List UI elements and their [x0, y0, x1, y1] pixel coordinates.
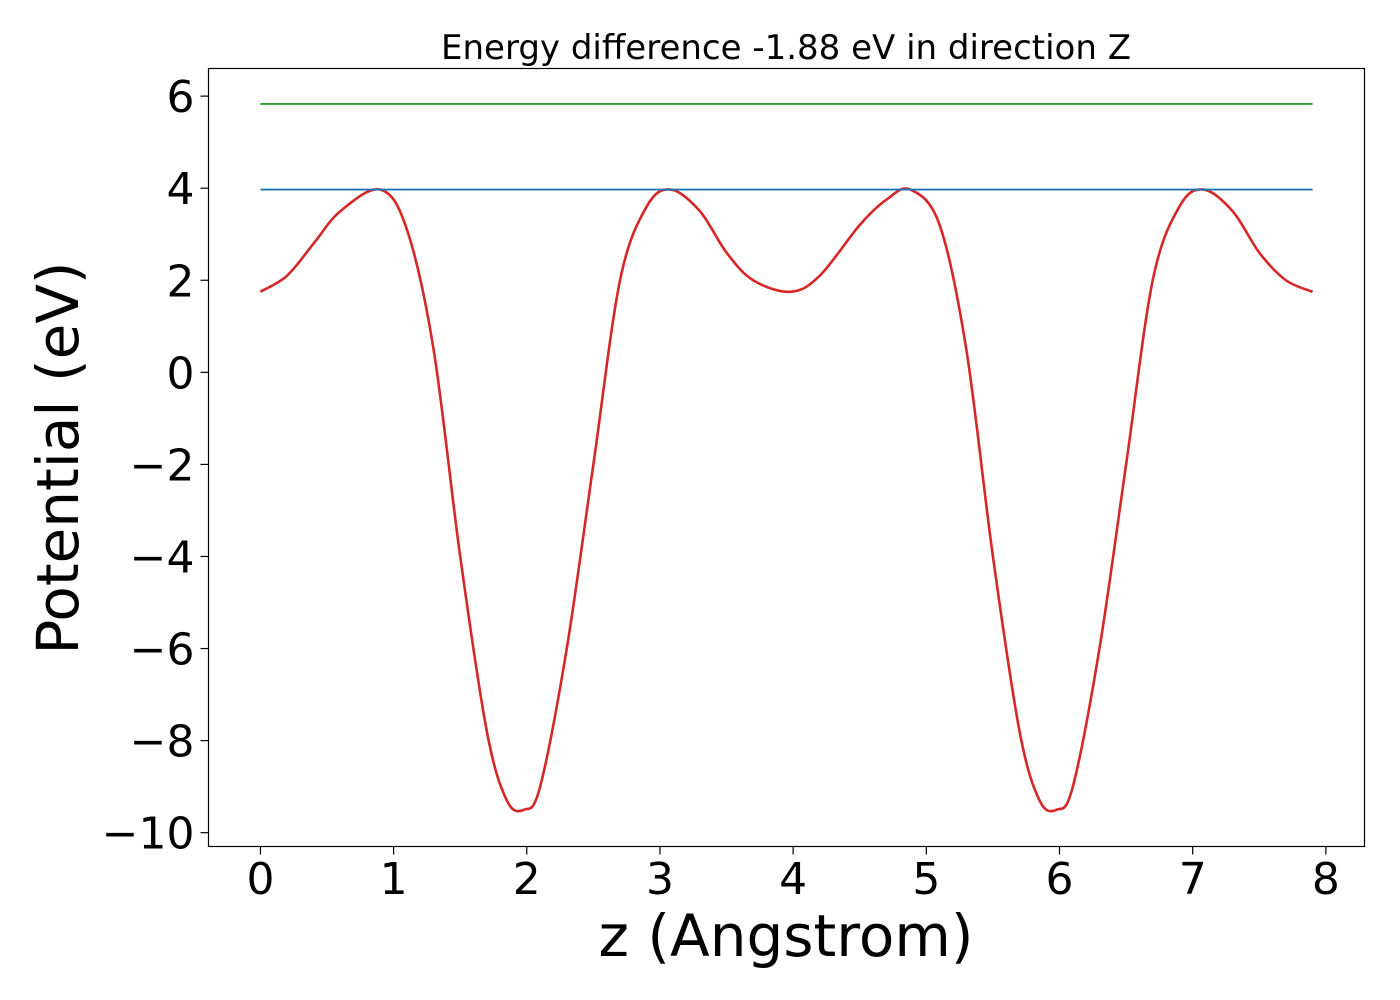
plot-frame	[207, 67, 1366, 848]
x-tick-label: 5	[912, 854, 940, 905]
x-tick-label: 4	[779, 854, 807, 905]
y-tick-label: −6	[130, 625, 195, 676]
x-tick-label: 3	[646, 854, 674, 905]
chart-title: Energy difference -1.88 eV in direction …	[441, 28, 1131, 68]
potential-curve	[259, 187, 1314, 813]
y-tick-label: −4	[130, 532, 195, 583]
x-tick-label: 6	[1046, 854, 1074, 905]
x-tick-label: 7	[1179, 854, 1207, 905]
y-tick-label: −2	[130, 440, 195, 491]
x-axis-label: z (Angstrom)	[599, 902, 974, 970]
x-tick-label: 0	[246, 854, 274, 905]
x-axis-ticks: 0 1 2 3 4 5 6 7 8	[246, 846, 1340, 905]
x-tick-label: 2	[513, 854, 541, 905]
x-tick-label: 1	[380, 854, 408, 905]
y-tick-label: −8	[130, 717, 195, 768]
y-axis-ticks: −10 −8 −6 −4 −2 0 2 4 6	[102, 72, 209, 860]
x-tick-label: 8	[1312, 854, 1340, 905]
y-axis-label: Potential (eV)	[24, 261, 92, 654]
y-tick-label: 0	[167, 348, 195, 399]
y-tick-label: 2	[167, 256, 195, 307]
y-tick-label: −10	[102, 809, 195, 860]
series-layer	[259, 103, 1314, 813]
y-tick-label: 6	[167, 72, 195, 123]
y-tick-label: 4	[167, 164, 195, 215]
